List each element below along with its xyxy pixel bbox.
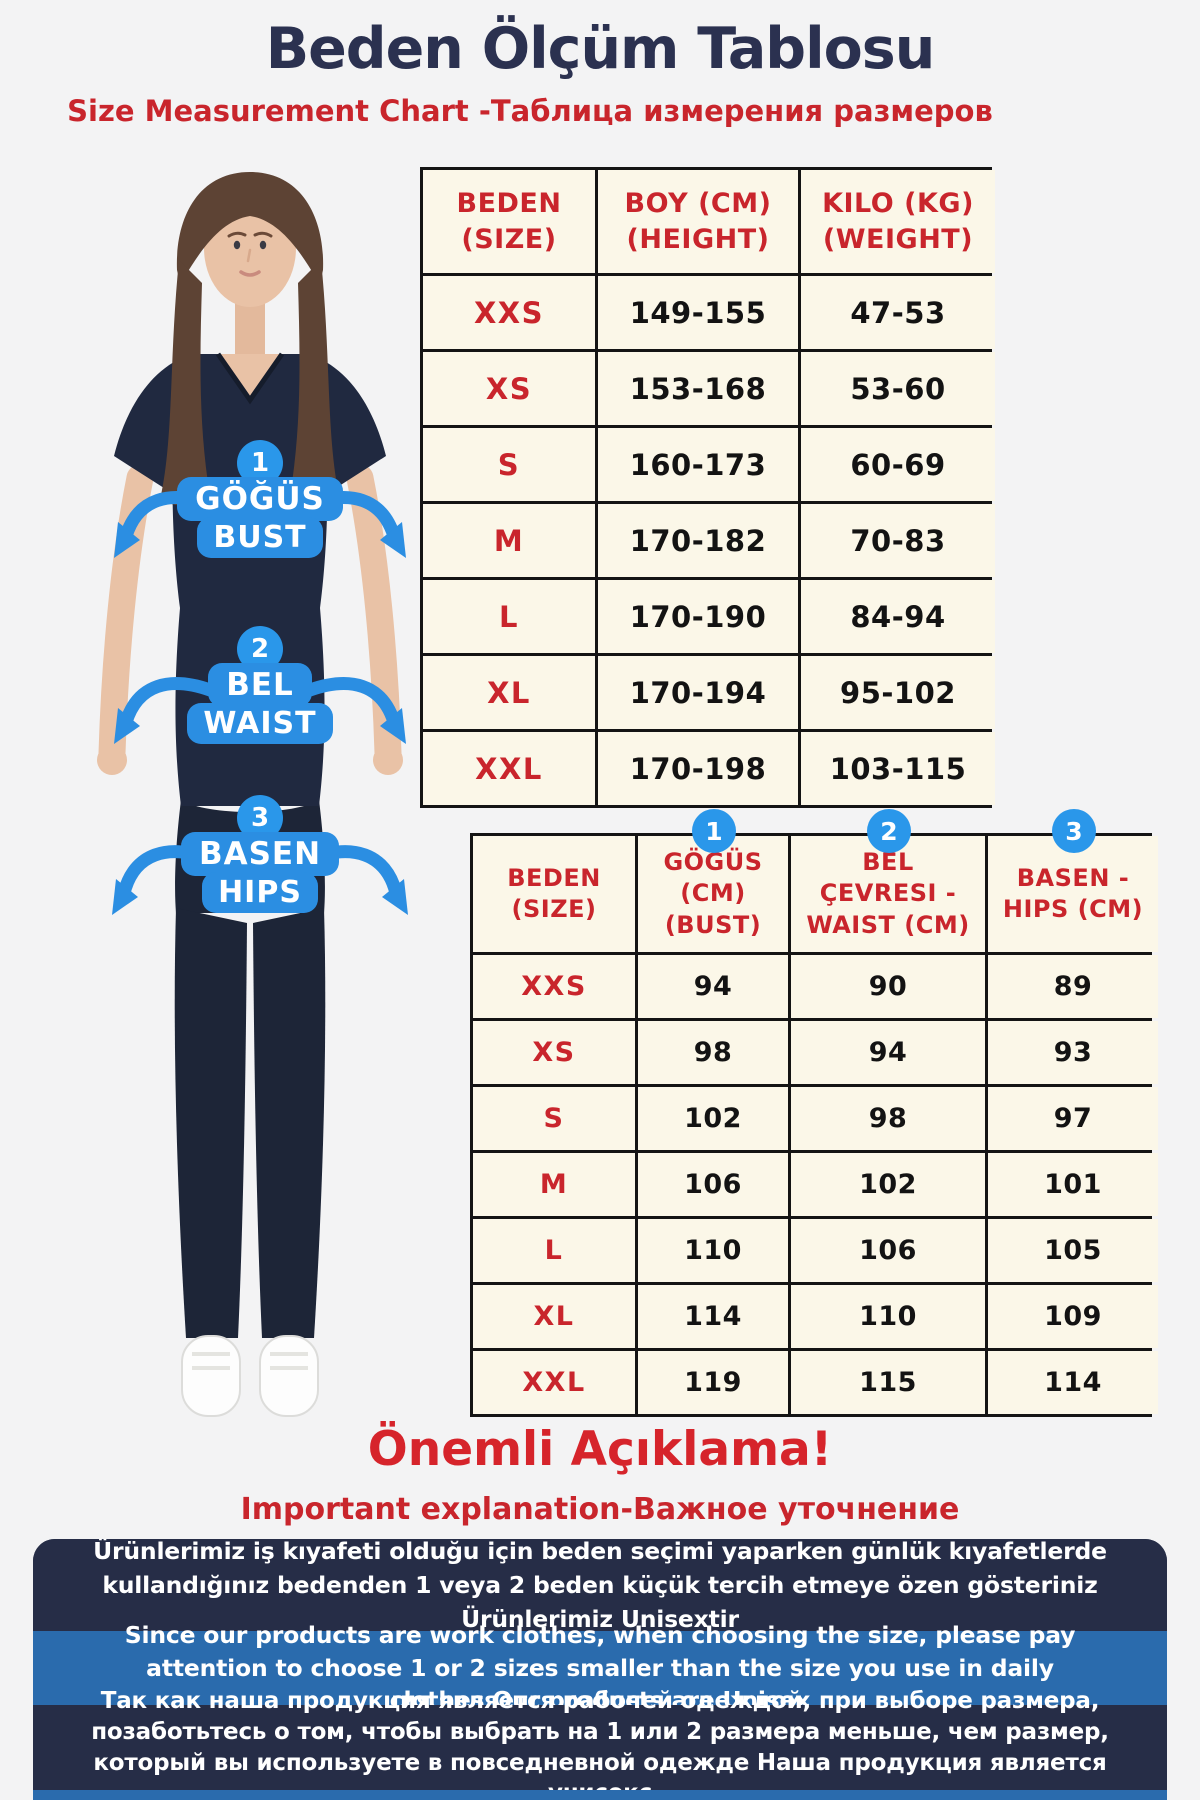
notice-title: Önemli Açıklama! [367, 1422, 833, 1477]
measure-pill-tr: BASEN [180, 832, 340, 876]
size-height-weight-table: BEDEN (SIZE) BOY (CM) (HEIGHT) KILO (KG)… [420, 167, 995, 808]
weight-cell: 53-60 [801, 352, 995, 425]
measure-pill-tr: BEL [208, 663, 312, 707]
column-header: BASEN - HIPS (CM) [988, 836, 1158, 952]
bust-cell: 106 [638, 1153, 788, 1216]
size-cell: XS [473, 1021, 635, 1084]
bust-cell: 114 [638, 1285, 788, 1348]
model-pants-right-leg [253, 908, 326, 1338]
footer-bottom-stripe [33, 1790, 1167, 1800]
page-title: Beden Ölçüm Tablosu [265, 16, 936, 82]
notice-subtitle: Important explanation-Важное уточнение [240, 1492, 960, 1527]
page-subtitle: Size Measurement Chart -Таблица измерени… [67, 94, 993, 128]
hips-cell: 114 [988, 1351, 1158, 1414]
weight-cell: 70-83 [801, 504, 995, 577]
waist-cell: 115 [791, 1351, 985, 1414]
model-hair-left [160, 260, 210, 506]
waist-cell: 94 [791, 1021, 985, 1084]
column-header: BEDEN (SIZE) [473, 836, 635, 952]
hips-cell: 93 [988, 1021, 1158, 1084]
size-cell: S [473, 1087, 635, 1150]
waist-cell: 110 [791, 1285, 985, 1348]
size-cell: L [473, 1219, 635, 1282]
measure-pill-en: WAIST [187, 703, 333, 744]
size-cell: XL [423, 656, 595, 729]
hips-cell: 97 [988, 1087, 1158, 1150]
model-shoe-right [259, 1335, 319, 1417]
column-badge-2: 2 [867, 809, 911, 853]
measure-label-waist: 2 BEL WAIST [110, 626, 410, 744]
size-cell: XXL [473, 1351, 635, 1414]
height-cell: 170-182 [598, 504, 798, 577]
weight-cell: 60-69 [801, 428, 995, 501]
bust-cell: 110 [638, 1219, 788, 1282]
model-eyebrows [227, 231, 273, 238]
height-cell: 170-198 [598, 732, 798, 805]
bust-cell: 119 [638, 1351, 788, 1414]
size-cell: XXS [473, 955, 635, 1018]
column-badge-1: 1 [692, 809, 736, 853]
hips-cell: 101 [988, 1153, 1158, 1216]
model-vneck-trim [215, 352, 285, 405]
measure-label-hips: 3 BASEN HIPS [110, 795, 410, 915]
model-vneck [218, 354, 282, 400]
size-cell: XS [423, 352, 595, 425]
size-cell: M [423, 504, 595, 577]
footer-paragraph-russian: Так как наша продукция является рабочей … [33, 1688, 1167, 1800]
column-header: KILO (KG) (WEIGHT) [801, 170, 995, 273]
height-cell: 170-190 [598, 580, 798, 653]
measure-pill-en: HIPS [202, 872, 318, 913]
footer-notice-panel: Ürünlerimiz iş kıyafeti olduğu için bede… [33, 1539, 1167, 1800]
column-header: BOY (CM) (HEIGHT) [598, 170, 798, 273]
size-cell: M [473, 1153, 635, 1216]
model-shoe-left [181, 1335, 241, 1417]
model-pants-left-leg [174, 908, 247, 1338]
size-cell: L [423, 580, 595, 653]
size-bust-waist-hips-table: 1 2 3 BEDEN (SIZE) GÖĞÜS (CM) (BUST) BEL… [470, 809, 1158, 1417]
model-hand-left [97, 745, 127, 775]
height-cell: 153-168 [598, 352, 798, 425]
model-figure-illustration [97, 172, 403, 1417]
footer-paragraph-english: Since our products are work clothes, whe… [33, 1621, 1167, 1714]
bust-cell: 94 [638, 955, 788, 1018]
model-hair-top [176, 172, 324, 281]
size-cell: XXS [423, 276, 595, 349]
measure-label-bust: 1 GÖĞÜS BUST [110, 440, 410, 558]
column-header: BEL ÇEVRESI - WAIST (CM) [791, 836, 985, 952]
model-nose [246, 248, 252, 263]
size-cell: S [423, 428, 595, 501]
weight-cell: 103-115 [801, 732, 995, 805]
hips-cell: 105 [988, 1219, 1158, 1282]
waist-arrows-icon [114, 677, 406, 744]
weight-cell: 47-53 [801, 276, 995, 349]
measure-pill-tr: GÖĞÜS [177, 477, 343, 521]
model-eye-left [233, 240, 241, 250]
waist-cell: 102 [791, 1153, 985, 1216]
model-shoe-laces [192, 1352, 308, 1370]
size-cell: XXL [423, 732, 595, 805]
bust-cell: 98 [638, 1021, 788, 1084]
model-hand-right [373, 745, 403, 775]
hips-cell: 109 [988, 1285, 1158, 1348]
height-cell: 149-155 [598, 276, 798, 349]
waist-cell: 106 [791, 1219, 985, 1282]
weight-cell: 95-102 [801, 656, 995, 729]
model-photo [48, 148, 428, 1438]
footer-paragraph-turkish: Ürünlerimiz iş kıyafeti olduğu için bede… [33, 1539, 1167, 1633]
waist-cell: 98 [791, 1087, 985, 1150]
column-header: BEDEN (SIZE) [423, 170, 595, 273]
size-cell: XL [473, 1285, 635, 1348]
height-cell: 160-173 [598, 428, 798, 501]
measure-pill-en: BUST [197, 517, 323, 558]
waist-cell: 90 [791, 955, 985, 1018]
hips-cell: 89 [988, 955, 1158, 1018]
column-header: GÖĞÜS (CM) (BUST) [638, 836, 788, 952]
column-badge-3: 3 [1052, 809, 1096, 853]
weight-cell: 84-94 [801, 580, 995, 653]
model-eye-right [259, 240, 267, 250]
height-cell: 170-194 [598, 656, 798, 729]
model-lips [239, 270, 261, 277]
bust-cell: 102 [638, 1087, 788, 1150]
model-hair-right [290, 260, 340, 506]
